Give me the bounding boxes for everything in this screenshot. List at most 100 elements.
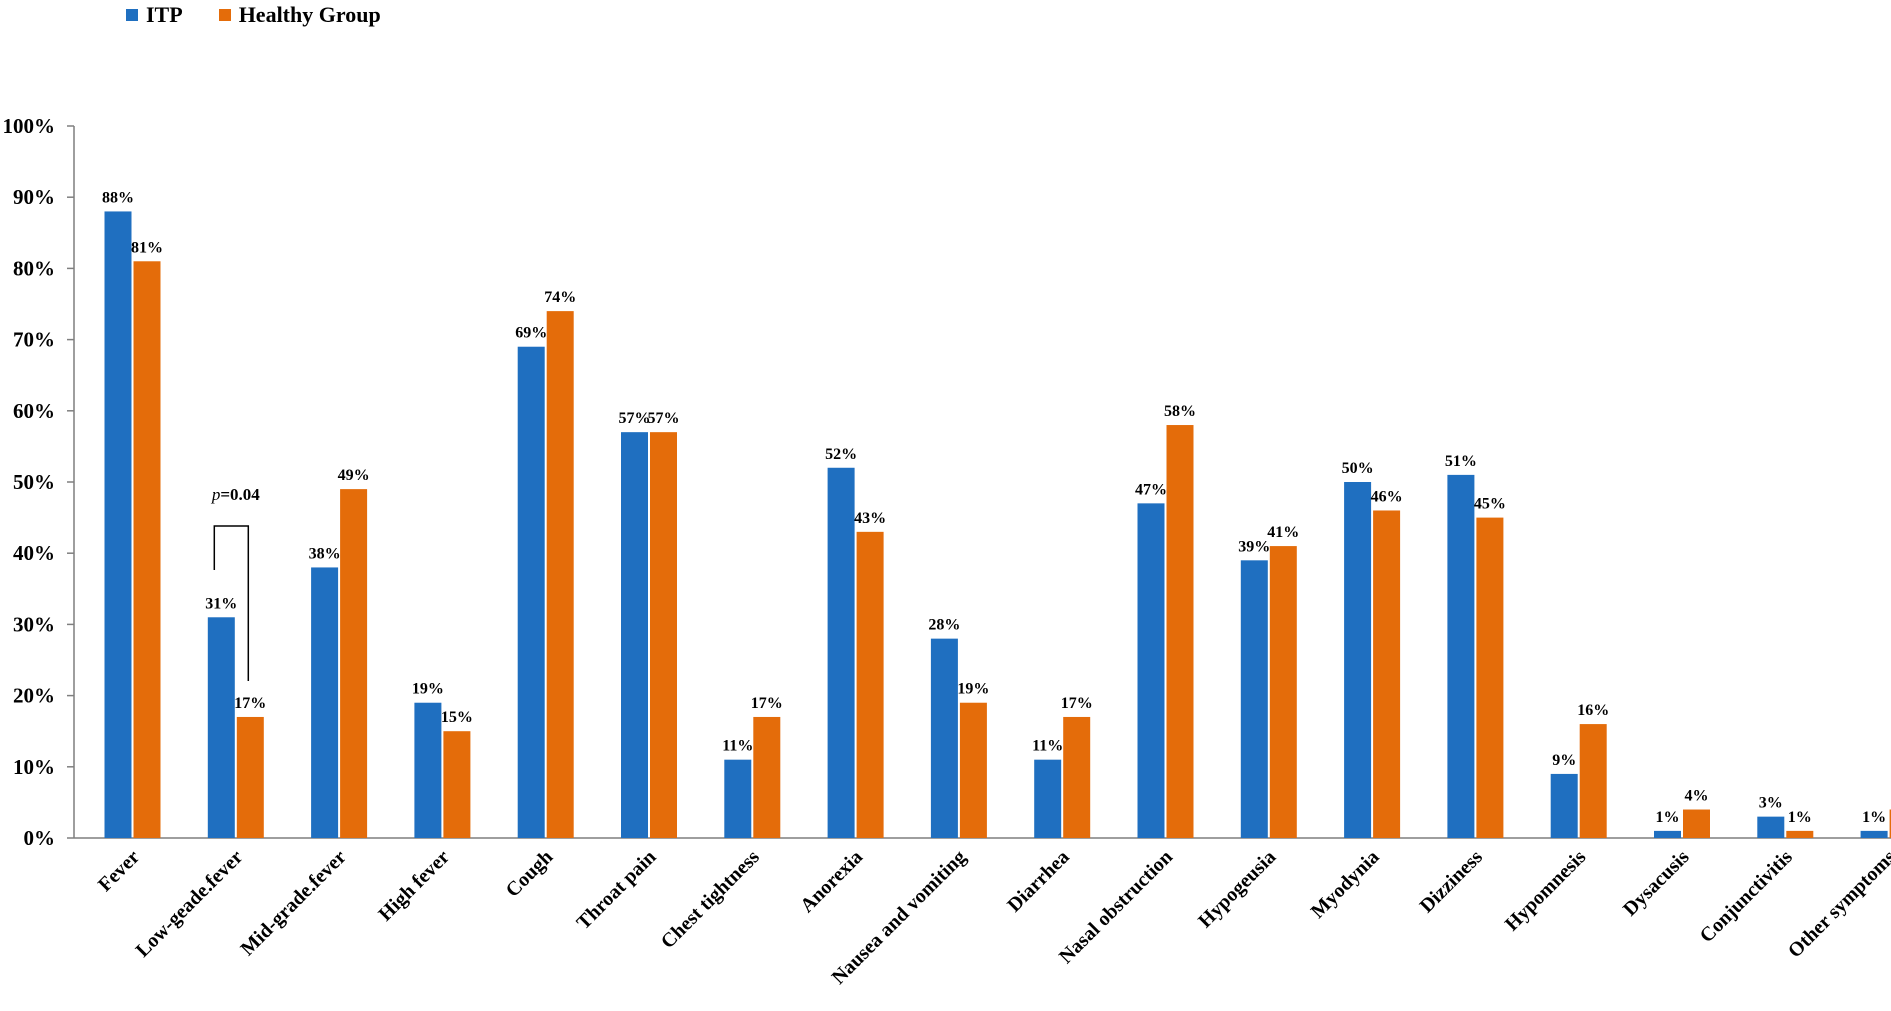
- bar-healthy-group: [1166, 425, 1194, 838]
- bar-healthy-group: [1476, 517, 1504, 838]
- category-label: Mid-grade.fever: [237, 846, 351, 960]
- data-label: 43%: [854, 510, 886, 527]
- bar-healthy-group: [856, 531, 884, 838]
- data-label: 49%: [338, 467, 370, 484]
- legend-item-itp: ITP: [126, 2, 183, 28]
- category-label: Throat pain: [573, 846, 661, 934]
- category-label: Dysacusis: [1619, 846, 1694, 921]
- bar-itp: [724, 759, 752, 838]
- bar-itp: [1344, 482, 1372, 838]
- y-tick-label: 100%: [3, 114, 56, 138]
- bar-itp: [517, 346, 545, 838]
- data-label: 28%: [928, 617, 960, 634]
- data-label: 17%: [234, 695, 266, 712]
- bar-itp: [1860, 830, 1888, 838]
- y-tick-label: 60%: [13, 399, 55, 423]
- bar-itp: [104, 211, 132, 838]
- data-label: 88%: [102, 189, 134, 206]
- data-label: 74%: [544, 289, 576, 306]
- data-label: 19%: [412, 681, 444, 698]
- bar-itp: [207, 617, 235, 838]
- data-label: 69%: [515, 325, 547, 342]
- data-label: 1%: [1862, 809, 1886, 826]
- y-tick-label: 30%: [13, 612, 55, 636]
- y-tick-label: 80%: [13, 256, 55, 280]
- category-label: Hypomnesis: [1501, 846, 1591, 936]
- category-label: Hypogeusia: [1194, 846, 1280, 932]
- data-label: 50%: [1342, 460, 1374, 477]
- bar-itp: [1654, 830, 1681, 838]
- bar-healthy-group: [1889, 809, 1891, 838]
- bar-healthy-group: [1683, 809, 1710, 838]
- data-label: 45%: [1474, 496, 1506, 513]
- data-label: 58%: [1164, 403, 1196, 420]
- data-label: 31%: [205, 595, 237, 612]
- category-label: Low-geade.fever: [132, 846, 248, 962]
- bar-healthy-group: [1269, 546, 1297, 838]
- category-label: Anorexia: [796, 846, 867, 917]
- bar-healthy-group: [546, 311, 574, 838]
- bar-itp: [1757, 816, 1785, 838]
- data-label: 38%: [309, 545, 341, 562]
- y-tick-label: 90%: [13, 185, 55, 209]
- data-label: 1%: [1788, 809, 1812, 826]
- bar-itp: [1034, 759, 1062, 838]
- data-label: 9%: [1552, 752, 1576, 769]
- bar-itp: [930, 638, 958, 838]
- legend-label-itp: ITP: [146, 2, 183, 27]
- p-value-bracket: [213, 525, 250, 681]
- legend-item-healthy-group: Healthy Group: [218, 2, 381, 28]
- bar-healthy-group: [236, 716, 264, 838]
- y-tick-label: 10%: [13, 755, 55, 779]
- data-label: 19%: [957, 681, 989, 698]
- data-label: 46%: [1371, 488, 1403, 505]
- y-tick-label: 0%: [24, 826, 56, 850]
- y-tick-label: 70%: [13, 328, 55, 352]
- data-label: 4%: [1685, 788, 1709, 805]
- data-label: 57%: [619, 410, 651, 427]
- bar-itp: [1240, 560, 1268, 838]
- bar-itp: [621, 432, 648, 838]
- bar-healthy-group: [1786, 830, 1814, 838]
- bar-healthy-group: [340, 489, 368, 838]
- legend-label-healthy-group: Healthy Group: [238, 2, 381, 27]
- bar-healthy-group: [133, 261, 161, 838]
- data-label: 1%: [1656, 809, 1680, 826]
- bar-itp: [827, 467, 855, 838]
- category-label: Fever: [94, 846, 144, 896]
- bar-healthy-group: [443, 731, 471, 838]
- bar-healthy-group: [1063, 716, 1091, 838]
- data-label: 3%: [1759, 795, 1783, 812]
- data-label: 41%: [1267, 524, 1299, 541]
- bar-itp: [311, 567, 339, 838]
- legend-swatch-itp: [126, 9, 138, 21]
- bar-healthy-group: [650, 432, 677, 838]
- data-label: 81%: [131, 239, 163, 256]
- bar-itp: [1550, 773, 1578, 838]
- data-label: 17%: [1061, 695, 1093, 712]
- bar-healthy-group: [959, 702, 987, 838]
- category-label: Myodynia: [1307, 846, 1384, 923]
- data-label: 11%: [1032, 738, 1063, 755]
- category-label: Dizziness: [1416, 846, 1487, 917]
- p-value-annotation: p=0.04: [211, 485, 260, 504]
- data-label: 47%: [1135, 481, 1167, 498]
- category-label: Cough: [502, 846, 558, 902]
- y-tick-label: 50%: [13, 470, 55, 494]
- legend-swatch-healthy-group: [218, 9, 231, 21]
- y-tick-label: 40%: [13, 541, 55, 565]
- y-tick-label: 20%: [13, 684, 55, 708]
- p-value-symbol: p: [211, 485, 221, 504]
- data-label: 57%: [648, 410, 680, 427]
- bar-itp: [1137, 503, 1165, 838]
- category-label: High fever: [374, 846, 454, 926]
- data-label: 17%: [751, 695, 783, 712]
- bar-itp: [414, 702, 442, 838]
- data-label: 15%: [441, 709, 473, 726]
- category-label: Other symptoms: [1784, 846, 1891, 962]
- data-label: 11%: [722, 738, 753, 755]
- legend: ITP Healthy Group: [126, 2, 417, 28]
- category-label: Chest tightness: [657, 846, 764, 953]
- data-label: 51%: [1445, 453, 1477, 470]
